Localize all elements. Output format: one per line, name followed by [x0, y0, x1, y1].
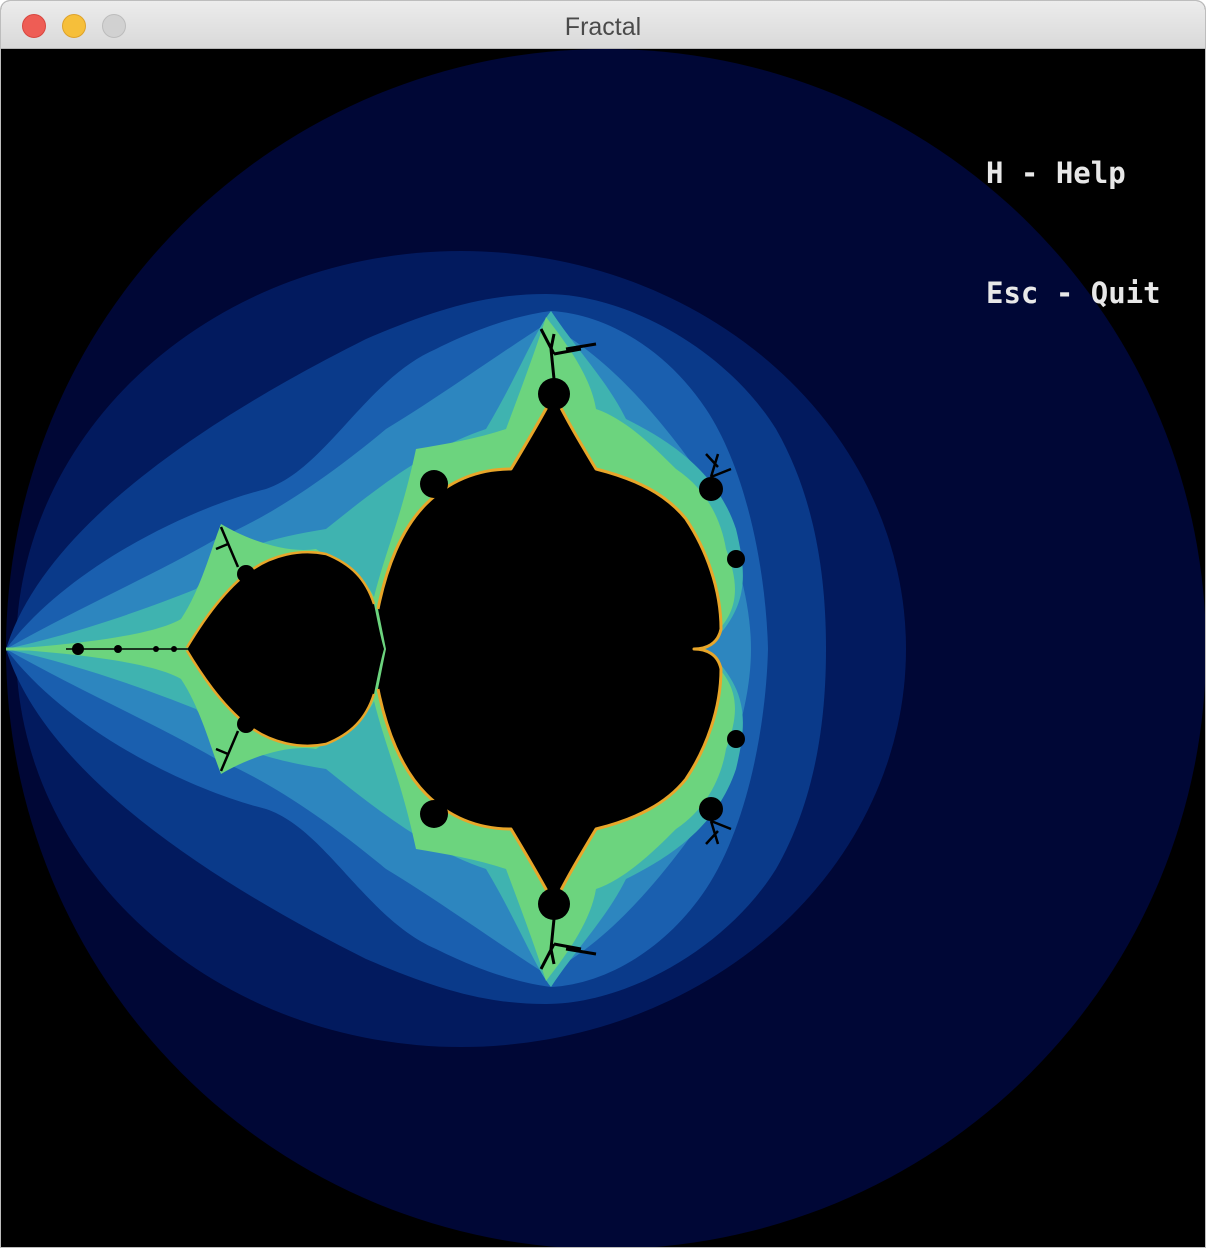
bulb-period3-minibrot: [72, 643, 84, 655]
minimize-icon[interactable]: [62, 14, 86, 38]
bulb-lower-left: [420, 800, 448, 828]
filament-p2-top: [215, 526, 240, 568]
mandelbrot-render: [6, 49, 1205, 1247]
filament-lower-right: [705, 819, 732, 845]
help-hint: H - Help: [986, 156, 1126, 190]
bulb-upper-left: [420, 470, 448, 498]
title-bar[interactable]: Fractal: [1, 1, 1205, 49]
fractal-canvas[interactable]: H - Help Esc - Quit: [6, 49, 1205, 1247]
boundary-glow: [376, 392, 723, 906]
bulb-antenna-small-2: [153, 646, 159, 652]
zoom-icon[interactable]: [102, 14, 126, 38]
mandelbrot-period2-bulb: [186, 552, 384, 746]
filament-top: [539, 328, 597, 380]
window-title: Fractal: [564, 13, 642, 41]
bulb-antenna-small-3: [171, 646, 177, 652]
filament-bottom: [539, 918, 597, 970]
bulb-top: [538, 378, 570, 410]
keyboard-hints: H - Help Esc - Quit: [986, 73, 1161, 393]
bulb-bottom: [538, 888, 570, 920]
bulb-p2-bottom: [237, 715, 255, 733]
quit-hint: Esc - Quit: [986, 276, 1161, 310]
filament-p2-bottom: [215, 730, 240, 772]
bulb-upper-right: [699, 477, 723, 501]
bulb-p2-top: [237, 565, 255, 583]
bulb-lower-right: [699, 797, 723, 821]
bulb-antenna-small-1: [114, 645, 122, 653]
filament-upper-right: [705, 453, 732, 479]
close-icon[interactable]: [22, 14, 46, 38]
mandelbrot-cardioid: [378, 394, 721, 904]
period2-glow: [184, 550, 376, 748]
bulb-right-upper: [727, 550, 745, 568]
bulb-right-lower: [727, 730, 745, 748]
